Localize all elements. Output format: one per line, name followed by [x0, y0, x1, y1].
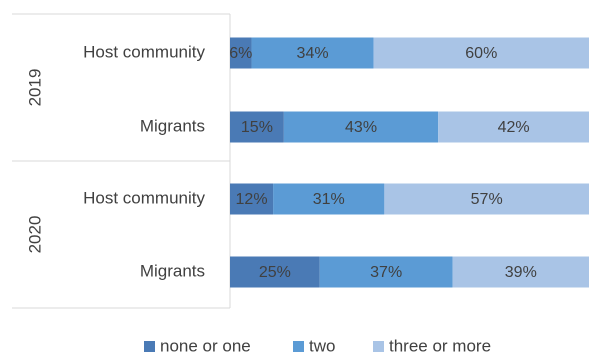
data-label: 25%: [259, 264, 291, 281]
bar-segment-none-or-one: [230, 37, 252, 69]
bars-layer: [230, 37, 589, 288]
bar-segment-three-or-more: [452, 256, 589, 288]
data-label: 60%: [465, 45, 497, 62]
row-label: Migrants: [140, 116, 205, 135]
data-label: 31%: [313, 191, 345, 208]
bar-segment-two: [251, 37, 374, 69]
group-label-2019: 2019: [25, 69, 44, 107]
data-label: 42%: [498, 119, 530, 136]
bar-segment-three-or-more: [373, 37, 589, 69]
legend-item-two: two: [293, 336, 335, 354]
legend-label: two: [309, 336, 335, 354]
data-label: 37%: [370, 264, 402, 281]
data-label: 39%: [505, 264, 537, 281]
bar-segment-two: [273, 183, 385, 215]
bar-segment-two: [319, 256, 453, 288]
legend-label: three or more: [389, 336, 491, 354]
bar-segment-three-or-more: [438, 111, 589, 143]
bar-segment-three-or-more: [384, 183, 589, 215]
data-label: 34%: [297, 45, 329, 62]
legend-swatch: [373, 341, 384, 352]
data-label: 12%: [236, 191, 268, 208]
legend-item-three-or-more: three or more: [373, 336, 491, 354]
data-label: 15%: [241, 119, 273, 136]
data-label: 6%: [229, 45, 252, 62]
legend-label: none or one: [160, 336, 251, 354]
bar-segment-none-or-one: [230, 183, 274, 215]
legend-item-none-or-one: none or one: [144, 336, 251, 354]
group-label-2020: 2020: [25, 216, 44, 254]
data-label: 43%: [345, 119, 377, 136]
row-label: Migrants: [140, 261, 205, 280]
bar-segment-two: [283, 111, 439, 143]
bar-segment-none-or-one: [230, 256, 320, 288]
legend-swatch: [293, 341, 304, 352]
row-label: Host community: [83, 42, 205, 61]
data-label: 57%: [471, 191, 503, 208]
legend-swatch: [144, 341, 155, 352]
row-label: Host community: [83, 188, 205, 207]
legend: none or one two three or more: [144, 336, 491, 354]
labels-layer: 2019 Host community 6% 34% 60% Migrants 15% 43%…: [25, 42, 536, 281]
bar-segment-none-or-one: [230, 111, 284, 143]
